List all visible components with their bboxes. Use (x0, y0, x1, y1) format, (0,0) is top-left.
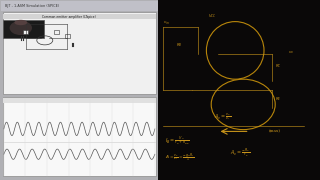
Text: (max): (max) (269, 129, 281, 133)
Text: $v_{in}$: $v_{in}$ (163, 20, 170, 27)
Text: $v_o$: $v_o$ (288, 49, 294, 55)
Text: $A_v = \frac{-R_C}{r_e}$: $A_v = \frac{-R_C}{r_e}$ (230, 147, 251, 159)
Text: $I_B = \frac{V_{in}}{r_{\pi}+R_{sig}}$: $I_B = \frac{V_{in}}{r_{\pi}+R_{sig}}$ (165, 134, 190, 147)
Bar (65, 34, 70, 39)
Text: $R_E$: $R_E$ (275, 95, 282, 103)
Bar (0, 0, 158, 180)
Text: $V_{CC}$: $V_{CC}$ (208, 12, 216, 20)
Bar (3, 12, 156, 94)
Bar (23, 30, 28, 34)
Text: $A_v = \frac{v_o}{v_i}$: $A_v = \frac{v_o}{v_i}$ (214, 112, 232, 122)
Bar (3, 20, 44, 38)
Text: $R_C$: $R_C$ (275, 63, 282, 70)
Bar (3, 98, 156, 103)
Bar (158, 0, 320, 180)
Ellipse shape (10, 21, 32, 35)
Bar (3, 97, 156, 176)
Text: $A = \frac{v_o}{v_i} = \frac{-g_m R_L}{1}$: $A = \frac{v_o}{v_i} = \frac{-g_m R_L}{1… (165, 152, 195, 165)
Bar (3, 14, 156, 19)
Text: Common emitter amplifier (LTspice): Common emitter amplifier (LTspice) (42, 15, 95, 19)
Bar (54, 30, 59, 34)
Bar (1, 1, 158, 11)
Text: $R_B$: $R_B$ (176, 41, 182, 49)
Ellipse shape (14, 20, 27, 25)
Text: BJT - 1.ASM Simulation (SPICE): BJT - 1.ASM Simulation (SPICE) (5, 4, 59, 8)
